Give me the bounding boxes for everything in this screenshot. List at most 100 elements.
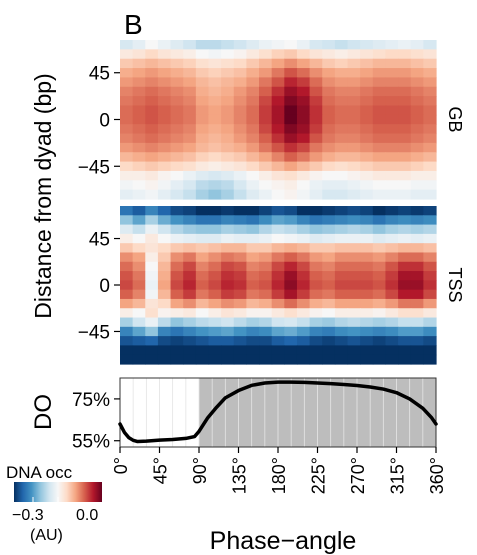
- tss-cell: [360, 308, 374, 319]
- gb-cell: [183, 161, 197, 172]
- tss-cell: [322, 261, 336, 272]
- heatmap-tss: 45 0 −45 TSS: [78, 206, 465, 365]
- gb-cell: [271, 142, 285, 153]
- gb-cell: [423, 133, 437, 144]
- tss-cell: [334, 243, 349, 254]
- tss-cell: [322, 280, 336, 291]
- gb-cell: [296, 77, 311, 88]
- gb-cell: [233, 77, 247, 88]
- tss-cell: [423, 224, 437, 235]
- gb-cell: [309, 161, 323, 172]
- gb-cell: [132, 40, 146, 50]
- tss-cell: [385, 206, 399, 216]
- gb-cell: [372, 124, 387, 135]
- gb-cell: [334, 170, 349, 181]
- gb-cell: [157, 161, 172, 172]
- tss-cell: [410, 345, 424, 356]
- tss-cell: [221, 317, 235, 328]
- tss-cell: [157, 261, 172, 272]
- gb-cell: [157, 105, 172, 116]
- tss-cell: [170, 233, 184, 244]
- gb-cell: [347, 170, 361, 181]
- tss-cell: [120, 233, 134, 244]
- gb-cell: [360, 40, 374, 50]
- tss-cell: [183, 280, 197, 291]
- tss-cell: [423, 326, 437, 337]
- tss-cell: [296, 243, 311, 254]
- tss-cell: [423, 233, 437, 244]
- gb-cell: [157, 49, 172, 60]
- gb-cell: [347, 152, 361, 163]
- gb-cell: [208, 86, 222, 97]
- tss-cell: [132, 298, 146, 309]
- gb-cell: [385, 86, 399, 97]
- gb-cell: [410, 105, 424, 116]
- tss-cell: [208, 280, 222, 291]
- tss-cell: [309, 243, 323, 254]
- gb-cell: [132, 58, 146, 69]
- tss-cell: [120, 252, 134, 263]
- gb-cell: [284, 189, 298, 200]
- tss-cell: [271, 280, 285, 291]
- gb-cell: [322, 161, 336, 172]
- tss-cell: [296, 271, 311, 281]
- gb-cell: [208, 189, 222, 200]
- gb-cell: [296, 40, 311, 50]
- gb-cell: [271, 49, 285, 60]
- tss-cell: [309, 252, 323, 263]
- gb-cell: [360, 86, 374, 97]
- tss-cell: [221, 308, 235, 319]
- tss-cell: [385, 326, 399, 337]
- tss-cell: [309, 345, 323, 356]
- gb-cell: [309, 170, 323, 181]
- tss-cell: [132, 271, 146, 281]
- tss-strip-label: TSS: [445, 267, 465, 302]
- tss-cell: [170, 317, 184, 328]
- tss-cell: [157, 326, 172, 337]
- gb-cell: [246, 189, 260, 200]
- tss-cell: [334, 354, 349, 365]
- tss-cell: [221, 280, 235, 291]
- gb-cell: [195, 40, 210, 50]
- gb-cell: [385, 114, 399, 125]
- gb-cell: [170, 133, 184, 144]
- gb-cell: [372, 86, 387, 97]
- gb-cell: [271, 68, 285, 79]
- tss-cell: [385, 298, 399, 309]
- gb-cell: [360, 161, 374, 172]
- tss-cell: [259, 261, 273, 272]
- tss-cell: [208, 317, 222, 328]
- gb-cell: [322, 170, 336, 181]
- gb-cell: [423, 105, 437, 116]
- gb-cell: [410, 49, 424, 60]
- tss-cell: [360, 215, 374, 226]
- gb-cell: [284, 124, 298, 135]
- gb-cell: [398, 124, 412, 135]
- gb-cell: [271, 152, 285, 163]
- gb-cell: [120, 142, 134, 153]
- tss-cell: [347, 345, 361, 356]
- tss-cell: [271, 261, 285, 272]
- gb-cell: [334, 114, 349, 125]
- tss-cell: [423, 271, 437, 281]
- tss-cell: [372, 252, 387, 263]
- gb-cell: [259, 68, 273, 79]
- gb-cell: [334, 68, 349, 79]
- gb-cell: [208, 68, 222, 79]
- gb-cell: [284, 40, 298, 50]
- tss-cell: [423, 215, 437, 226]
- gb-cell: [221, 58, 235, 69]
- tss-cell: [259, 289, 273, 300]
- gb-cell: [284, 49, 298, 60]
- tss-cell: [410, 215, 424, 226]
- tss-cell: [322, 252, 336, 263]
- gb-cell: [296, 49, 311, 60]
- do-y-tick-label: 55%: [72, 432, 110, 453]
- tss-cell: [410, 206, 424, 216]
- gb-cell: [195, 161, 210, 172]
- tss-cell: [120, 298, 134, 309]
- gb-cell: [259, 124, 273, 135]
- gb-cell: [221, 114, 235, 125]
- tss-cell: [246, 243, 260, 254]
- gb-cell: [259, 86, 273, 97]
